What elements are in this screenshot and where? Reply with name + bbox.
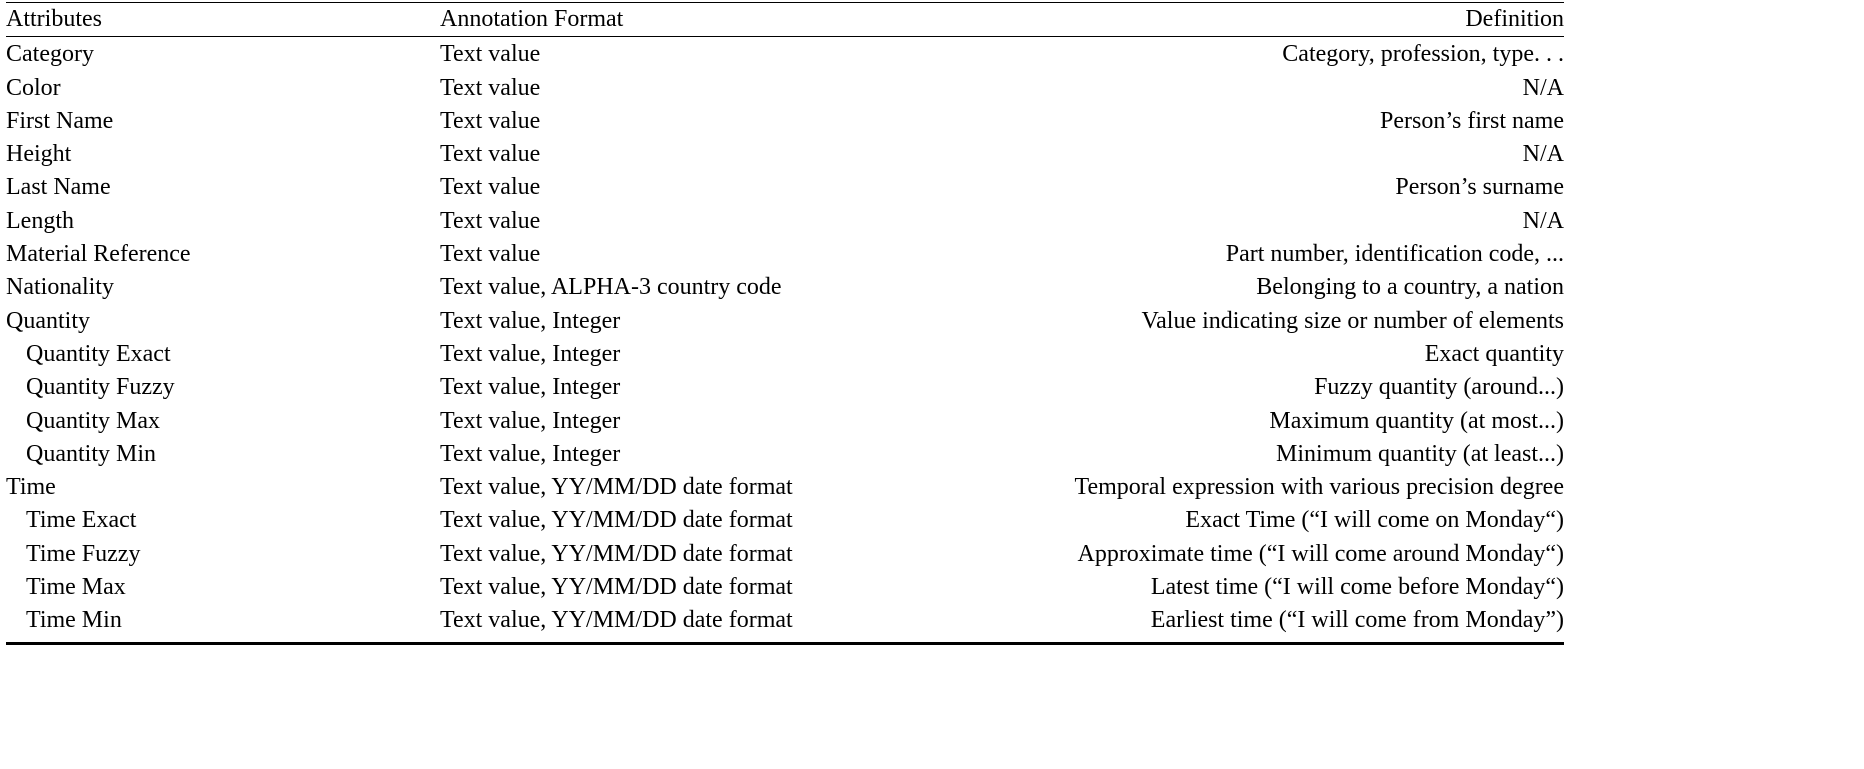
attribute-cell: Quantity Exact: [26, 340, 171, 367]
table-row: Material Reference Text value Part number,…: [6, 238, 1564, 271]
table-row: Quantity Max Text value, Integer Maximum q…: [6, 405, 1564, 438]
table-row: Last Name Text value Person’s surname: [6, 171, 1564, 204]
definition-cell: Value indicating size or number of eleme…: [1141, 307, 1564, 334]
definition-cell: N/A: [1522, 207, 1564, 234]
attribute-cell: Time Fuzzy: [26, 540, 141, 567]
table-row: Height Text value N/A: [6, 138, 1564, 171]
definition-cell: Exact quantity: [1424, 340, 1564, 367]
annotation-format-cell: Text value, YY/MM/DD date format: [440, 507, 793, 534]
attribute-cell: Last Name: [6, 174, 111, 201]
table-row: Quantity Exact Text value, Integer Exact q…: [6, 338, 1564, 371]
annotation-format-cell: Text value, YY/MM/DD date format: [440, 474, 793, 501]
annotation-format-cell: Text value, Integer: [440, 407, 621, 434]
table-row: Time Exact Text value, YY/MM/DD date form…: [6, 504, 1564, 537]
table-row: Category Text value Category, profession, …: [6, 37, 1564, 72]
table-row: Time Fuzzy Text value, YY/MM/DD date form…: [6, 538, 1564, 571]
definition-cell: N/A: [1522, 74, 1564, 101]
table-row: Time Text value, YY/MM/DD date format Temp…: [6, 471, 1564, 504]
annotation-format-cell: Text value: [440, 174, 541, 201]
attribute-cell: Quantity Min: [26, 440, 156, 467]
table-row: First Name Text value Person’s first name: [6, 105, 1564, 138]
table-row: Quantity Min Text value, Integer Minimum q…: [6, 438, 1564, 471]
definition-cell: Maximum quantity (at most...): [1269, 407, 1564, 434]
definition-cell: Category, profession, type. . .: [1282, 41, 1564, 68]
definition-cell: Minimum quantity (at least...): [1276, 440, 1564, 467]
annotation-format-cell: Text value: [440, 241, 541, 268]
attribute-cell: Color: [6, 74, 61, 101]
annotation-format-cell: Text value, Integer: [440, 307, 621, 334]
annotation-format-cell: Text value: [440, 141, 541, 168]
annotation-format-cell: Text value: [440, 74, 541, 101]
annotation-format-cell: Text value, YY/MM/DD date format: [440, 540, 793, 567]
annotation-format-cell: Text value, Integer: [440, 374, 621, 401]
annotation-format-cell: Text value: [440, 41, 541, 68]
attributes-table: Attributes Annotation Format Definition …: [6, 2, 1564, 645]
attribute-cell: Quantity Max: [26, 407, 160, 434]
attribute-cell: Length: [6, 207, 74, 234]
annotation-format-cell: Text value: [440, 207, 541, 234]
table-body: Category Text value Category, profession, …: [6, 37, 1564, 644]
attribute-cell: Quantity: [6, 307, 90, 334]
annotation-format-cell: Text value, YY/MM/DD date format: [440, 607, 793, 634]
annotation-format-cell: Text value, Integer: [440, 340, 621, 367]
definition-cell: Person’s surname: [1395, 174, 1564, 201]
annotation-format-cell: Text value: [440, 107, 541, 134]
table-row: Quantity Fuzzy Text value, Integer Fuzzy q…: [6, 371, 1564, 404]
annotation-format-cell: Text value, Integer: [440, 440, 621, 467]
attribute-cell: Time Exact: [26, 507, 137, 534]
table-row: Length Text value N/A: [6, 205, 1564, 238]
attribute-cell: Nationality: [6, 274, 114, 301]
attribute-cell: Quantity Fuzzy: [26, 374, 175, 401]
header-definition: Definition: [1465, 6, 1564, 32]
table-row: Quantity Text value, Integer Value indicat…: [6, 305, 1564, 338]
definition-cell: Temporal expression with various precisi…: [1074, 474, 1564, 501]
attribute-cell: Category: [6, 41, 94, 68]
table-header: Attributes Annotation Format Definition: [6, 2, 1564, 37]
definition-cell: Earliest time (“I will come from Monday”…: [1150, 607, 1564, 634]
attribute-cell: Height: [6, 141, 72, 168]
header-annotation-format: Annotation Format: [440, 6, 624, 32]
definition-cell: Fuzzy quantity (around...): [1314, 374, 1564, 401]
table-row: Nationality Text value, ALPHA-3 country c…: [6, 271, 1564, 304]
table-row: Time Min Text value, YY/MM/DD date format…: [6, 604, 1564, 644]
annotation-format-cell: Text value, ALPHA-3 country code: [440, 274, 782, 301]
annotation-format-cell: Text value, YY/MM/DD date format: [440, 574, 793, 601]
attribute-cell: Time: [6, 474, 56, 501]
attributes-table-container: Attributes Annotation Format Definition …: [6, 2, 1564, 645]
definition-cell: N/A: [1522, 141, 1564, 168]
attribute-cell: Time Min: [26, 607, 122, 634]
definition-cell: Person’s first name: [1380, 107, 1564, 134]
definition-cell: Approximate time (“I will come around Mo…: [1077, 540, 1564, 567]
definition-cell: Belonging to a country, a nation: [1256, 274, 1564, 301]
attribute-cell: Time Max: [26, 574, 126, 601]
attribute-cell: First Name: [6, 107, 114, 134]
table-row: Color Text value N/A: [6, 72, 1564, 105]
definition-cell: Part number, identification code, ...: [1225, 241, 1564, 268]
attribute-cell: Material Reference: [6, 241, 191, 268]
table-row: Time Max Text value, YY/MM/DD date format…: [6, 571, 1564, 604]
header-attributes: Attributes: [6, 6, 102, 32]
definition-cell: Exact Time (“I will come on Monday“): [1185, 507, 1564, 534]
definition-cell: Latest time (“I will come before Monday“…: [1150, 574, 1564, 601]
header-row: Attributes Annotation Format Definition: [6, 2, 1564, 37]
